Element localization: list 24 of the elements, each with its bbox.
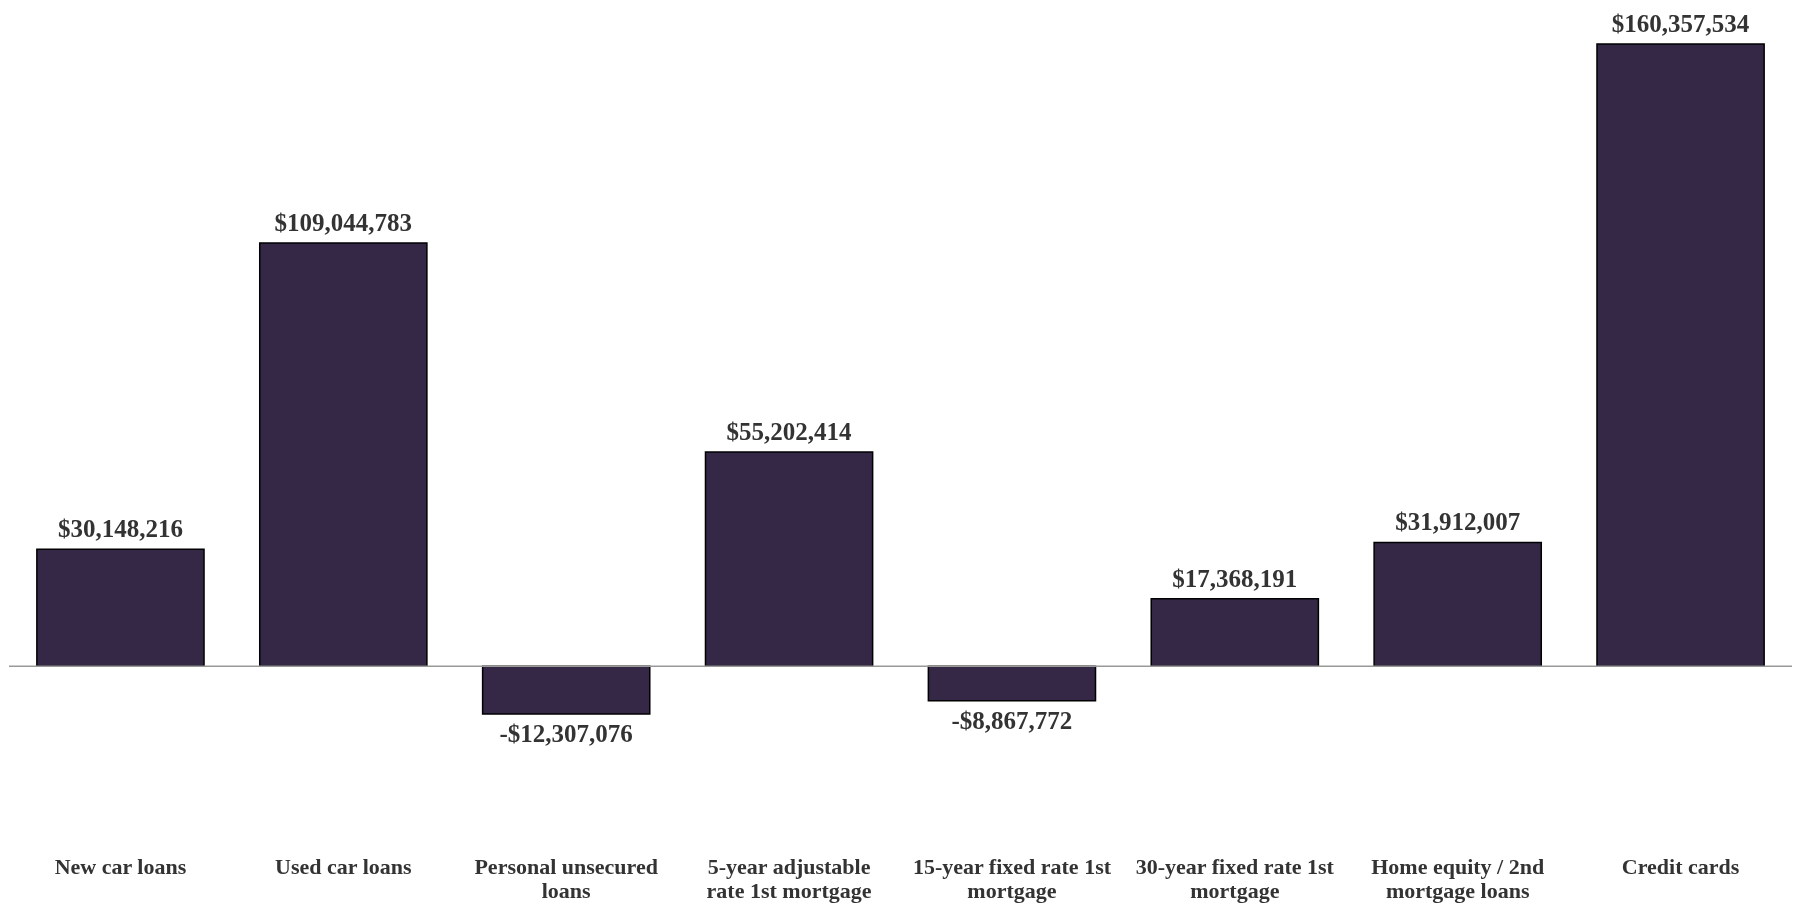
data-label: $30,148,216 bbox=[57, 515, 183, 543]
bar bbox=[481, 665, 651, 715]
data-label: $55,202,414 bbox=[726, 418, 853, 446]
data-label: $160,357,534 bbox=[1611, 10, 1750, 37]
x-tick-label: 5-year adjustable rate 1st mortgage bbox=[706, 853, 872, 903]
x-tick-label: Home equity / 2nd mortgage loans bbox=[1371, 853, 1545, 903]
data-label: -$8,867,772 bbox=[951, 706, 1073, 734]
x-tick-label: 15-year fixed rate 1st mortgage bbox=[912, 853, 1112, 903]
bar bbox=[1373, 541, 1543, 667]
data-label: $109,044,783 bbox=[274, 209, 413, 237]
x-tick-label: Personal unsecured loans bbox=[474, 853, 658, 903]
x-tick-label: Used car loans bbox=[275, 853, 412, 879]
data-label: $17,368,191 bbox=[1172, 564, 1298, 592]
data-label: -$12,307,076 bbox=[499, 720, 633, 747]
bar bbox=[704, 451, 874, 667]
bar bbox=[36, 548, 205, 667]
x-tick-label: Credit cards bbox=[1621, 853, 1740, 879]
data-label: $31,912,007 bbox=[1395, 508, 1521, 536]
x-tick-label: 30-year fixed rate 1st mortgage bbox=[1135, 853, 1335, 903]
bar bbox=[927, 665, 1097, 702]
x-tick-label: New car loans bbox=[54, 853, 187, 879]
bar bbox=[1150, 598, 1320, 667]
bar bbox=[1596, 43, 1765, 667]
bar bbox=[258, 242, 428, 667]
